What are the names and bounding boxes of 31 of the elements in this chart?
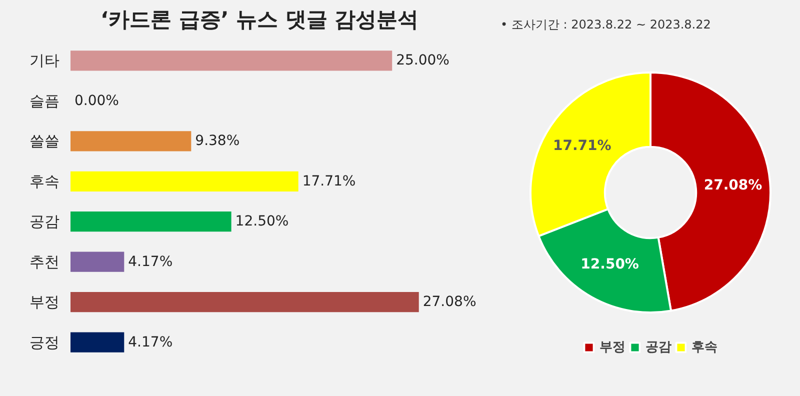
- y-tick-label: 긍정: [30, 333, 60, 352]
- data-label: 4.17%: [128, 334, 173, 350]
- data-label: 17.71%: [302, 173, 356, 190]
- data-label: 4.17%: [128, 254, 173, 270]
- bar: [70, 50, 392, 71]
- y-tick-label: 기타: [30, 52, 60, 70]
- bar: [70, 292, 419, 312]
- bar: [70, 332, 124, 352]
- data-label: 27.08%: [704, 177, 762, 194]
- y-tick-label: 추천: [30, 252, 60, 271]
- legend-label: 부정: [600, 339, 626, 356]
- bar: [70, 131, 192, 152]
- y-tick-label: 공감: [30, 212, 60, 231]
- y-tick-label: 부정: [30, 293, 60, 312]
- text: • 조사기간 : 2023.8.22 ~ 2023.8.22: [500, 18, 711, 32]
- bar: [70, 252, 124, 272]
- data-label: 9.38%: [195, 133, 240, 150]
- y-tick-label: 슬픔: [30, 92, 60, 110]
- y-tick-label: 쓸쓸: [30, 132, 60, 150]
- data-label: 12.50%: [235, 214, 289, 230]
- bar: [70, 171, 298, 192]
- y-tick-label: 후속: [30, 172, 60, 190]
- bar: [70, 212, 232, 232]
- data-label: 12.50%: [580, 256, 639, 273]
- data-label: 25.00%: [396, 52, 450, 69]
- data-label: 27.08%: [422, 294, 476, 310]
- data-label: 0.00%: [74, 92, 119, 109]
- legend-label: 공감: [646, 339, 672, 356]
- data-label: 17.71%: [552, 138, 612, 154]
- legend-label: 후속: [692, 339, 718, 356]
- chart-title: ‘카드론 급증’ 뉴스 댓글 감성분석: [100, 8, 419, 32]
